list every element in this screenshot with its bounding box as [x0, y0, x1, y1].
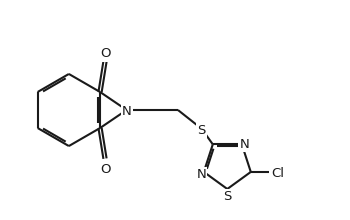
Text: O: O — [100, 48, 110, 60]
Text: S: S — [223, 190, 231, 203]
Text: O: O — [100, 163, 110, 176]
Text: N: N — [122, 105, 132, 118]
Text: N: N — [239, 138, 249, 151]
Text: Cl: Cl — [272, 167, 285, 180]
Text: N: N — [196, 169, 206, 182]
Text: S: S — [197, 124, 206, 137]
